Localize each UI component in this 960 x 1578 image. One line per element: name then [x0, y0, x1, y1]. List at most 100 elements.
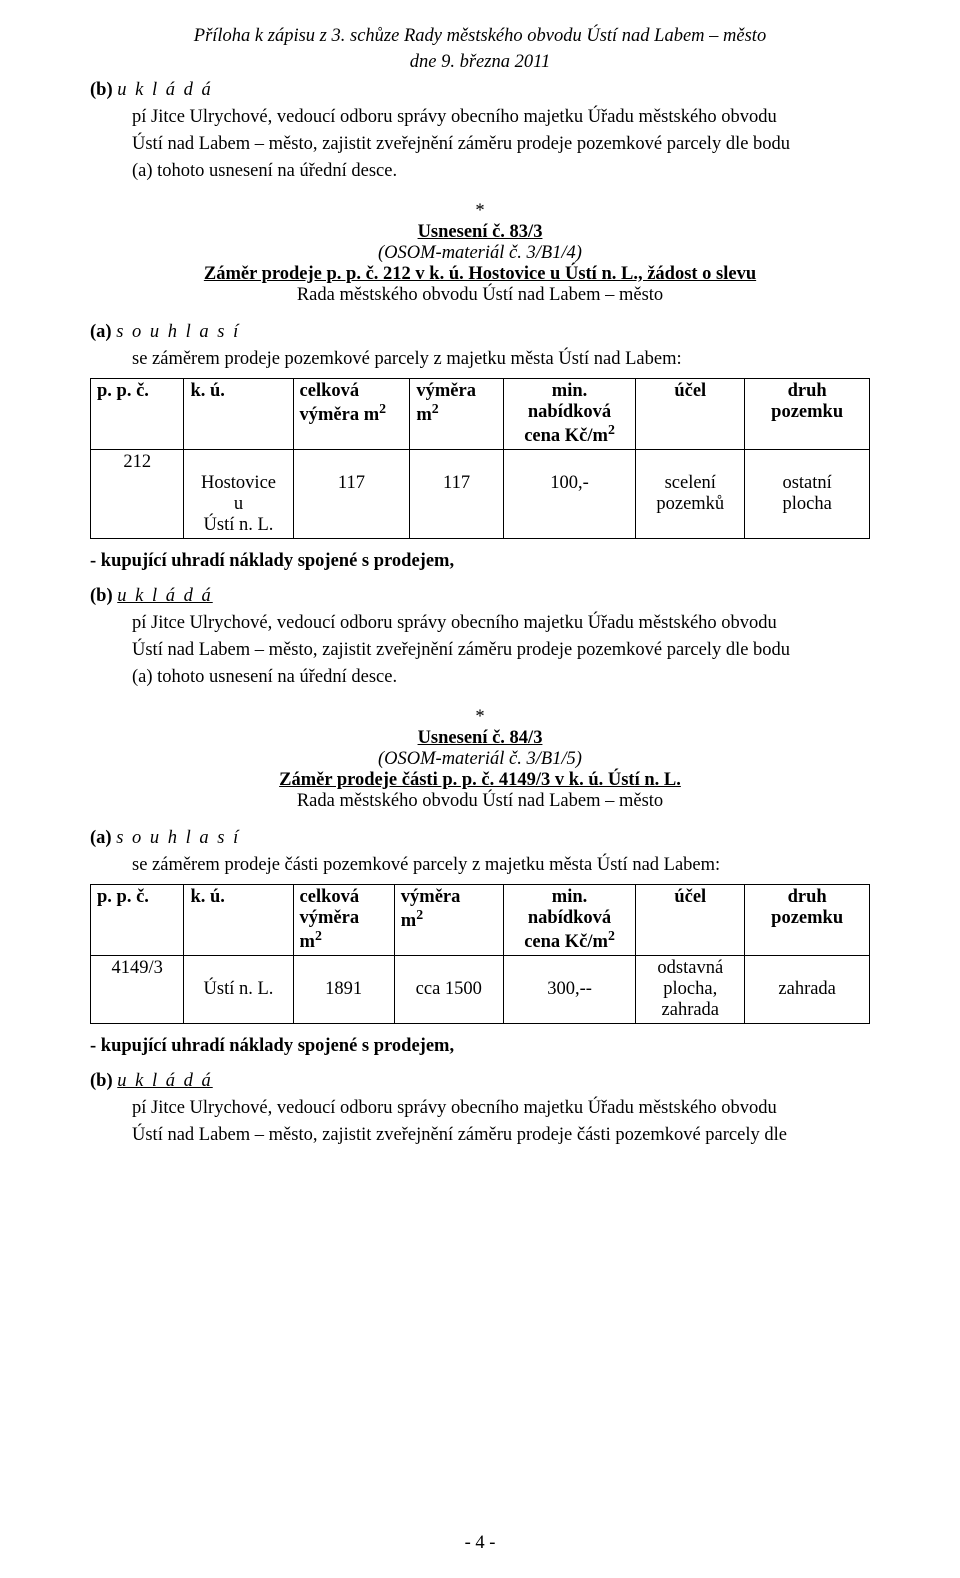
- td2-ppc: 4149/3: [91, 956, 184, 1024]
- b-uklada-3: (b) u k l á d á: [90, 1069, 870, 1094]
- td-ppc: 212: [91, 449, 184, 538]
- td2-ku: Ústí n. L.: [184, 956, 293, 1024]
- th-vymera: výměra m2: [410, 378, 503, 449]
- sup-2: 2: [379, 402, 386, 417]
- td2-celkova: 1891: [293, 956, 394, 1024]
- th2-druh-l1: druh: [788, 887, 827, 907]
- th2-min-l3: cena Kč/m: [524, 932, 608, 952]
- sup-2b: 2: [432, 402, 439, 417]
- table-row: 212 Hostovice u Ústí n. L. 117 117 100,-…: [91, 449, 870, 538]
- table-row: 4149/3 Ústí n. L. 1891 cca 1500 300,-- o…: [91, 956, 870, 1024]
- page: Příloha k zápisu z 3. schůze Rady městsk…: [0, 0, 960, 1578]
- table-84: p. p. č. k. ú. celková výměra m2 výměra …: [90, 884, 870, 1024]
- sup-2c: 2: [608, 423, 615, 438]
- td2-ucel-l2: plocha,: [663, 979, 717, 999]
- b-text-1b: Ústí nad Labem – město, zajistit zveřejn…: [90, 132, 870, 157]
- b-text-2c: (a) tohoto usnesení na úřední desce.: [90, 665, 870, 690]
- b-uklada-1: (b) u k l á d á: [90, 78, 870, 103]
- th2-min-l2: nabídková: [528, 908, 611, 928]
- a-souhlasi-1: (a) s o u h l a s í: [90, 320, 870, 345]
- td2-ucel-l1: odstavná: [657, 958, 723, 978]
- th2-ppc: p. p. č.: [91, 884, 184, 955]
- th-min-l3: cena Kč/m: [524, 426, 608, 446]
- b-text-3b: Ústí nad Labem – město, zajistit zveřejn…: [90, 1123, 870, 1148]
- table-row: p. p. č. k. ú. celková výměra m2 výměra …: [91, 378, 870, 449]
- res83-rada: Rada městského obvodu Ústí nad Labem – m…: [90, 285, 870, 306]
- a-prefix-2: (a): [90, 828, 116, 848]
- th-vymera-l1: výměra: [416, 381, 476, 401]
- th2-vymera-l2: m: [401, 911, 416, 931]
- th2-min-l1: min.: [552, 887, 587, 907]
- table-83: p. p. č. k. ú. celková výměra m2 výměra …: [90, 378, 870, 539]
- res84-rada: Rada městského obvodu Ústí nad Labem – m…: [90, 791, 870, 812]
- td-celkova-v: 117: [338, 473, 365, 493]
- th2-ucel: účel: [636, 884, 745, 955]
- star-2: *: [90, 706, 870, 728]
- td-vymera: 117: [410, 449, 503, 538]
- sup-2e: 2: [416, 908, 423, 923]
- th-druh-l2: pozemku: [771, 402, 843, 422]
- b-text-2b: Ústí nad Labem – město, zajistit zveřejn…: [90, 638, 870, 663]
- th-druh: druh pozemku: [745, 378, 870, 449]
- res83-sub: (OSOM-materiál č. 3/B1/4): [90, 243, 870, 264]
- th2-vymera-l1: výměra: [401, 887, 461, 907]
- th-celkova-l2: výměra m: [300, 405, 380, 425]
- th2-celkova: celková výměra m2: [293, 884, 394, 955]
- th-min: min. nabídková cena Kč/m2: [503, 378, 635, 449]
- td2-celkova-v: 1891: [325, 979, 362, 999]
- souhlasi-word-2: s o u h l a s í: [116, 828, 240, 848]
- res83-heading: Záměr prodeje p. p. č. 212 v k. ú. Hosto…: [90, 264, 870, 285]
- bullet-2: - kupující uhradí náklady spojené s prod…: [90, 1034, 870, 1059]
- td-ucel-l1: scelení: [665, 473, 716, 493]
- table-row: p. p. č. k. ú. celková výměra m2 výměra …: [91, 884, 870, 955]
- th-celkova-l1: celková: [300, 381, 360, 401]
- th-ku: k. ú.: [184, 378, 293, 449]
- th2-celkova-l2: výměra: [300, 908, 360, 928]
- td-ku: Hostovice u Ústí n. L.: [184, 449, 293, 538]
- th-druh-l1: druh: [788, 381, 827, 401]
- td2-ucel: odstavná plocha, zahrada: [636, 956, 745, 1024]
- td-druh-l1: ostatní: [782, 473, 831, 493]
- th-min-l2: nabídková: [528, 402, 611, 422]
- page-footer: - 4 -: [0, 1533, 960, 1554]
- b-uklada-2: (b) u k l á d á: [90, 584, 870, 609]
- th2-ku: k. ú.: [184, 884, 293, 955]
- uklada-word-2: u k l á d á: [117, 586, 212, 606]
- th2-min: min. nabídková cena Kč/m2: [503, 884, 635, 955]
- res83-title: Usnesení č. 83/3: [90, 222, 870, 243]
- sup-2f: 2: [608, 929, 615, 944]
- td-ku-l1: Hostovice: [201, 473, 276, 493]
- th-celkova: celková výměra m2: [293, 378, 410, 449]
- td-cena: 100,-: [503, 449, 635, 538]
- a-prefix-1: (a): [90, 322, 116, 342]
- b-text-2a: pí Jitce Ulrychové, vedoucí odboru správ…: [90, 611, 870, 636]
- td2-vymera-v: cca 1500: [416, 979, 482, 999]
- header-line-2: dne 9. března 2011: [90, 50, 870, 76]
- td-ucel-l2: pozemků: [656, 494, 724, 514]
- sup-2d: 2: [315, 929, 322, 944]
- res84-heading: Záměr prodeje části p. p. č. 4149/3 v k.…: [90, 770, 870, 791]
- th-vymera-l2: m: [416, 405, 431, 425]
- b-text-1a: pí Jitce Ulrychové, vedoucí odboru správ…: [90, 105, 870, 130]
- th2-druh: druh pozemku: [745, 884, 870, 955]
- td-ucel: scelení pozemků: [636, 449, 745, 538]
- td-druh-l2: plocha: [782, 494, 831, 514]
- b-text-1c: (a) tohoto usnesení na úřední desce.: [90, 159, 870, 184]
- td2-ucel-l3: zahrada: [662, 1000, 720, 1020]
- th2-celkova-l1: celková: [300, 887, 360, 907]
- th2-druh-l2: pozemku: [771, 908, 843, 928]
- td-ku-l3: Ústí n. L.: [204, 515, 274, 535]
- td2-druh-v: zahrada: [778, 979, 836, 999]
- b-prefix-2: (b): [90, 586, 117, 606]
- res84-heading-text: Záměr prodeje části p. p. č. 4149/3 v k.…: [279, 770, 681, 790]
- souhlasi-word-1: s o u h l a s í: [116, 322, 240, 342]
- td-druh: ostatní plocha: [745, 449, 870, 538]
- th-min-l1: min.: [552, 381, 587, 401]
- td2-vymera: cca 1500: [394, 956, 503, 1024]
- uklada-word: u k l á d á: [117, 80, 212, 100]
- uklada-word-3: u k l á d á: [117, 1071, 212, 1091]
- td2-cena-v: 300,--: [547, 979, 592, 999]
- th2-vymera: výměra m2: [394, 884, 503, 955]
- td2-cena: 300,--: [503, 956, 635, 1024]
- b-prefix: (b): [90, 80, 117, 100]
